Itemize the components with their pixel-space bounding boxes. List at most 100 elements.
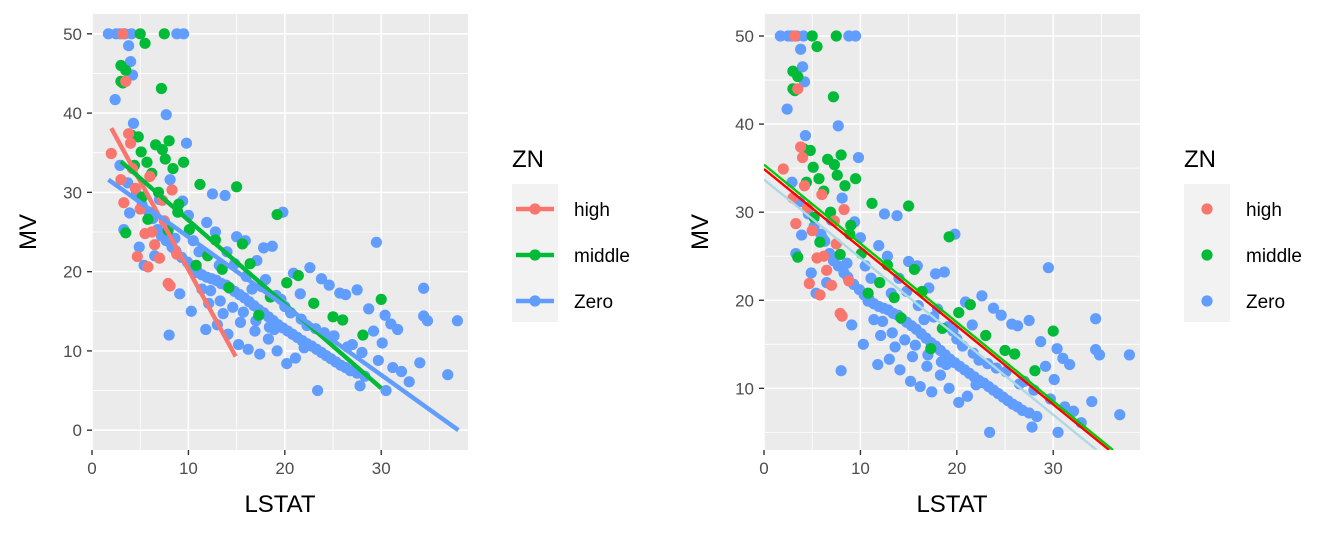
point-zero (351, 284, 363, 296)
point-zero (298, 342, 310, 354)
point-zero (312, 384, 324, 397)
point-middle (139, 37, 151, 49)
right-y-axis-title: MV (687, 214, 714, 250)
point-zero (339, 289, 352, 301)
x-tick-label: 0 (87, 459, 96, 478)
point-zero (281, 357, 293, 370)
point-middle (183, 224, 195, 236)
point-zero (268, 323, 280, 336)
point-zero (379, 309, 391, 321)
legend-label-high: high (1246, 200, 1282, 221)
point-zero (873, 240, 885, 252)
point-zero (865, 272, 877, 284)
point-zero (242, 343, 254, 355)
point-high (806, 225, 818, 237)
point-zero (1031, 410, 1043, 423)
point-zero (451, 315, 463, 327)
point-middle (337, 314, 349, 326)
point-zero (795, 43, 807, 55)
point-high (153, 252, 166, 264)
point-zero (1093, 349, 1106, 361)
point-middle (134, 28, 146, 40)
fit-line-zero (107, 177, 460, 432)
point-zero (883, 353, 895, 365)
point-zero (1023, 314, 1035, 327)
point-zero (909, 339, 921, 351)
point-middle (862, 287, 874, 299)
y-tick-label: 0 (73, 421, 82, 440)
point-zero (953, 396, 965, 409)
left-x-axis-title: LSTAT (244, 491, 315, 518)
left-plot: 0 10 20 30 0 10 20 30 40 50 LSTAT MV (15, 14, 468, 518)
point-zero (995, 309, 1007, 321)
point-high (814, 289, 826, 301)
point-middle (231, 181, 243, 193)
legend-key-point-high (1201, 203, 1213, 215)
point-high (124, 137, 137, 149)
point-middle (142, 213, 154, 225)
point-high (836, 310, 848, 322)
point-high (105, 147, 117, 160)
point-zero (1064, 358, 1076, 371)
point-zero (886, 327, 898, 339)
point-zero (289, 352, 302, 364)
point-zero (219, 189, 231, 202)
x-tick-label: 30 (372, 459, 391, 478)
point-zero (951, 333, 963, 345)
point-middle (925, 343, 937, 355)
point-zero (254, 348, 266, 360)
point-zero (414, 357, 426, 369)
point-zero (878, 208, 891, 220)
point-high (816, 188, 828, 201)
point-middle (792, 251, 804, 263)
point-zero (266, 240, 278, 252)
point-zero (966, 319, 978, 331)
point-zero (903, 255, 915, 268)
point-zero (1042, 262, 1055, 274)
point-middle (813, 173, 825, 185)
point-middle (163, 135, 175, 147)
point-middle (159, 153, 171, 165)
point-zero (987, 302, 1000, 314)
point-middle (999, 344, 1011, 357)
point-middle (903, 200, 915, 212)
point-zero (899, 334, 911, 346)
point-zero (796, 61, 809, 73)
point-zero (370, 236, 383, 248)
point-high (166, 184, 178, 196)
point-middle (943, 231, 955, 243)
point-zero (124, 207, 136, 219)
point-zero (881, 250, 894, 262)
point-zero (442, 369, 454, 381)
left-plot-points (102, 28, 463, 397)
point-high (790, 218, 802, 230)
point-middle (271, 208, 283, 221)
point-high (149, 239, 161, 251)
x-tick-label: 0 (759, 459, 768, 478)
point-zero (1086, 395, 1098, 408)
x-tick-label: 10 (851, 459, 870, 478)
point-middle (834, 248, 846, 261)
point-middle (190, 259, 202, 271)
point-middle (804, 144, 816, 157)
point-zero (876, 315, 889, 328)
y-tick-label: 40 (63, 104, 82, 123)
point-middle (308, 297, 320, 309)
point-zero (418, 282, 430, 294)
point-middle (236, 238, 248, 250)
point-middle (964, 299, 976, 311)
point-zero (894, 364, 906, 376)
point-zero (970, 379, 982, 391)
point-zero (846, 319, 858, 331)
point-zero (852, 151, 865, 164)
x-tick-label: 20 (275, 459, 294, 478)
point-zero (891, 210, 903, 222)
point-zero (363, 303, 375, 315)
point-middle (811, 40, 823, 53)
point-zero (227, 301, 239, 313)
point-high (118, 197, 130, 209)
x-tick-label: 10 (179, 459, 198, 478)
point-high (123, 128, 135, 140)
point-middle (132, 131, 144, 143)
